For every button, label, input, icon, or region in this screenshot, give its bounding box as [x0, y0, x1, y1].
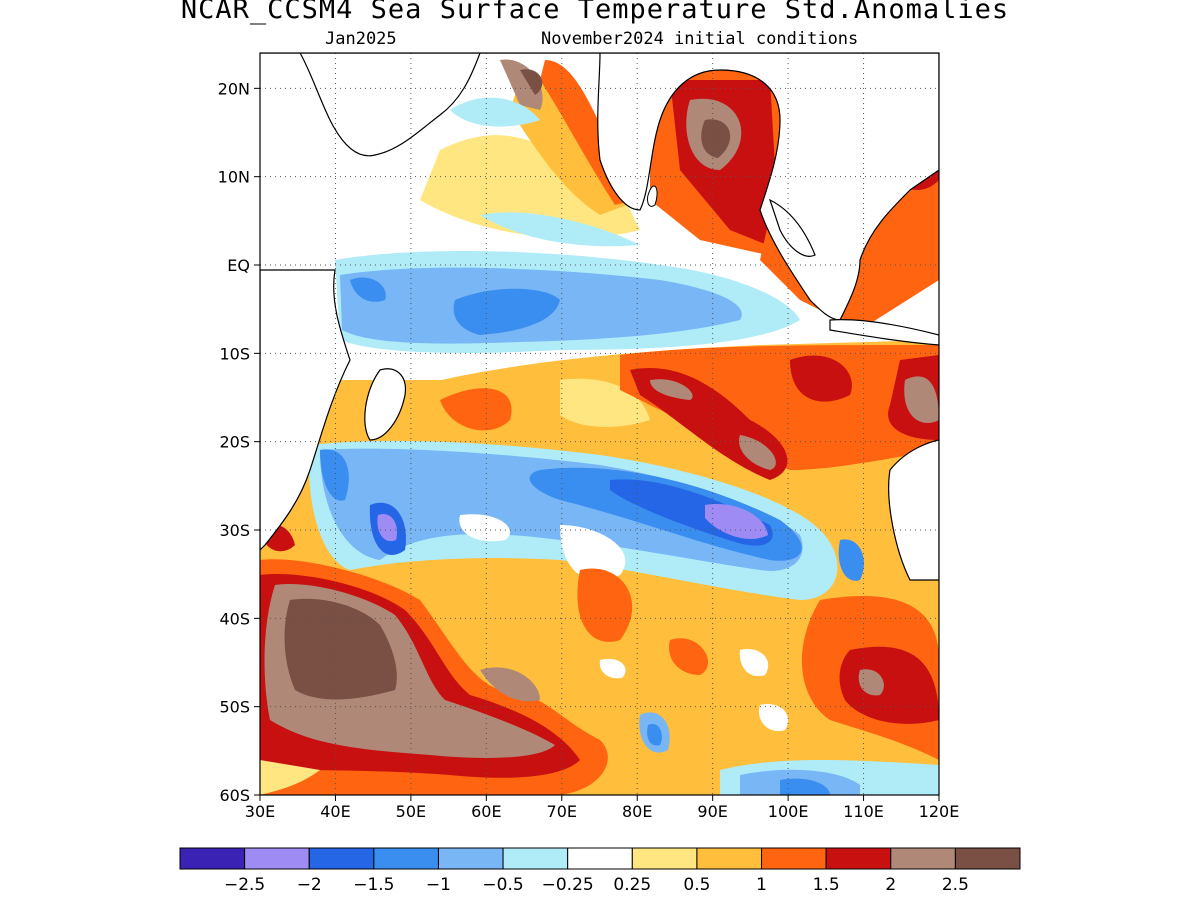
y-tick-label: 10S [219, 344, 250, 363]
colorbar-label: −0.5 [482, 875, 523, 895]
colorbar-swatch [308, 847, 375, 870]
colorbar-swatch [954, 847, 1021, 870]
lat-lon-grid [260, 53, 939, 795]
colorbar-swatch [631, 847, 698, 870]
x-tick-label: 60E [471, 802, 501, 821]
initial-conditions: November2024 initial conditions [541, 29, 859, 49]
colorbar [179, 847, 1021, 870]
colorbar-labels: −2.5 −2 −1.5 −1 −0.5 −0.25 0.25 0.5 1 1.5 2 2.5 [224, 875, 969, 895]
colorbar-label: −2 [297, 875, 322, 895]
colorbar-swatch [696, 847, 763, 870]
longitude-ticks: 30E 40E 50E 60E 70E 80E 90E 100E 110E 120E [245, 795, 960, 821]
colorbar-swatch [244, 847, 310, 870]
colorbar-label: 0.25 [613, 875, 651, 895]
x-tick-label: 110E [843, 802, 884, 821]
colorbar-label: −2.5 [224, 875, 265, 895]
chart-title: NCAR_CCSM4 Sea Surface Temperature Std.A… [180, 0, 1010, 25]
x-tick-label: 30E [245, 802, 275, 821]
y-tick-label: 40S [219, 609, 250, 628]
colorbar-swatch [437, 847, 504, 870]
colorbar-swatch [890, 847, 956, 870]
colorbar-label: 1.5 [813, 875, 840, 895]
y-tick-label: 50S [219, 698, 250, 717]
y-tick-label: 10N [218, 168, 250, 187]
x-tick-label: 70E [547, 802, 577, 821]
y-tick-label: EQ [227, 256, 250, 275]
x-tick-label: 120E [919, 802, 960, 821]
latitude-ticks: 20N 10N EQ 10S 20S 30S 40S 50S 60S [218, 79, 260, 805]
x-tick-label: 90E [697, 802, 727, 821]
y-tick-label: 30S [219, 521, 250, 540]
colorbar-label: 2 [885, 875, 896, 895]
colorbar-label: 2.5 [942, 875, 969, 895]
colorbar-swatch [567, 847, 633, 870]
colorbar-label: 0.5 [683, 875, 710, 895]
colorbar-swatch [825, 847, 892, 870]
colorbar-label: −0.25 [542, 875, 594, 895]
plot-frame [259, 52, 940, 796]
colorbar-swatch [179, 847, 246, 870]
x-tick-label: 40E [320, 802, 350, 821]
colorbar-swatch [761, 847, 827, 870]
forecast-month: Jan2025 [325, 29, 397, 49]
colorbar-label: 1 [756, 875, 767, 895]
y-tick-label: 20N [218, 79, 250, 98]
x-tick-label: 50E [396, 802, 426, 821]
y-tick-label: 20S [219, 433, 250, 452]
colorbar-label: −1 [426, 875, 451, 895]
colorbar-label: −1.5 [353, 875, 394, 895]
colorbar-swatch [502, 847, 569, 870]
x-tick-label: 80E [622, 802, 652, 821]
land-masses [260, 53, 939, 581]
colorbar-swatch [373, 847, 439, 870]
x-tick-label: 100E [768, 802, 809, 821]
y-tick-label: 60S [219, 786, 250, 805]
